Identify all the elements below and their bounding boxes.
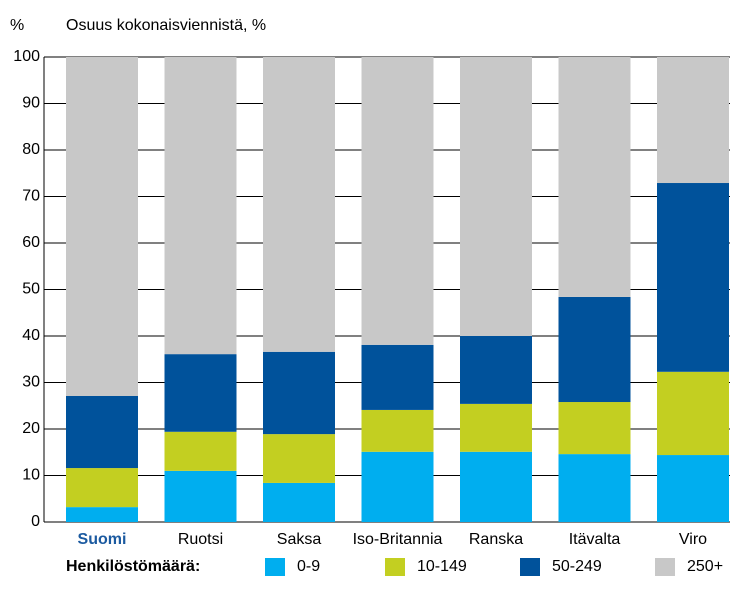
bar-segment [558, 454, 631, 522]
bar-segment [66, 468, 138, 508]
y-tick-label: 80 [22, 141, 40, 158]
legend-title: Henkilöstömäärä: [66, 558, 200, 575]
y-tick-label: 10 [22, 467, 40, 484]
chart-title: Osuus kokonaisviennistä, % [66, 17, 266, 34]
legend-swatch [385, 558, 405, 576]
x-tick-label: Viro [679, 531, 707, 548]
bar-segment [263, 57, 335, 352]
bar-segment [558, 57, 631, 297]
bar-segment [558, 296, 631, 403]
x-tick-label: Ruotsi [178, 531, 223, 548]
bar-segment [66, 57, 138, 396]
x-tick-label: Iso-Britannia [353, 531, 443, 548]
bar-segment [460, 336, 532, 404]
bar-segment [361, 57, 434, 345]
legend-label: 250+ [687, 558, 723, 575]
bar-segment [460, 57, 532, 336]
bar-segment [66, 395, 138, 469]
bar-segment [164, 57, 237, 355]
bar-segment [66, 507, 138, 522]
bar-segment [164, 354, 237, 432]
bar-segment [657, 455, 729, 522]
x-tick-label: Ranska [469, 531, 523, 548]
y-tick-label: 0 [31, 513, 40, 530]
legend-label: 10-149 [417, 558, 467, 575]
bar-segment [361, 409, 434, 452]
legend-swatch [655, 558, 675, 576]
bar-segment [263, 351, 335, 435]
y-tick-label: 40 [22, 327, 40, 344]
bar-segment [361, 451, 434, 522]
bar-segment [558, 402, 631, 455]
bar-segment [263, 482, 335, 522]
x-tick-label: Suomi [78, 531, 127, 548]
bar-segment [361, 344, 434, 410]
x-tick-label: Itävalta [569, 531, 621, 548]
bar-segment [460, 403, 532, 452]
y-tick-label: 60 [22, 234, 40, 251]
bar-segment [460, 451, 532, 522]
legend-label: 0-9 [297, 558, 320, 575]
bar-segment [657, 57, 729, 184]
y-tick-label: 30 [22, 374, 40, 391]
x-tick-label: Saksa [277, 531, 322, 548]
legend-label: 50-249 [552, 558, 602, 575]
bar-segment [164, 431, 237, 471]
bar-segment [263, 434, 335, 483]
y-tick-label: 50 [22, 281, 40, 298]
y-tick-label: 90 [22, 95, 40, 112]
y-tick-label: 70 [22, 188, 40, 205]
bar-segment [657, 371, 729, 456]
bar-segment [657, 183, 729, 372]
bar-segment [164, 470, 237, 522]
y-axis-label: % [10, 17, 24, 34]
legend-swatch [265, 558, 285, 576]
legend-swatch [520, 558, 540, 576]
y-tick-label: 100 [13, 48, 40, 65]
y-tick-label: 20 [22, 420, 40, 437]
